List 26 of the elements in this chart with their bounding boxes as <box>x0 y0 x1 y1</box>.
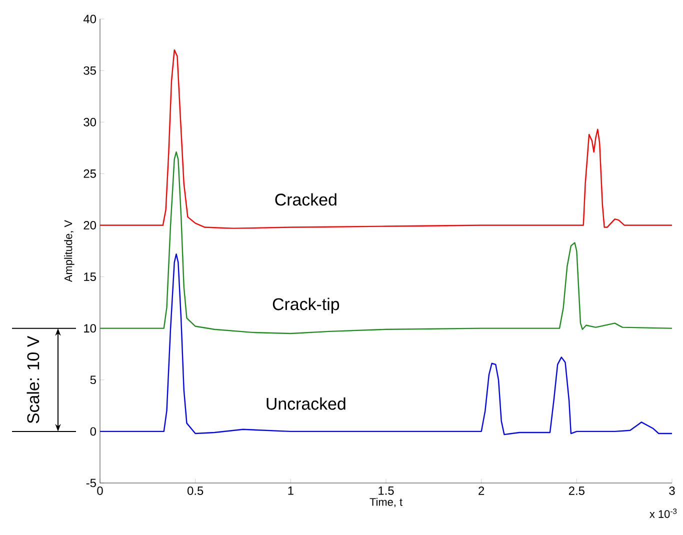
y-tick-label: 5 <box>90 376 96 384</box>
line-series <box>99 151 673 334</box>
x-tick-label: 2 <box>478 486 484 495</box>
y-tick-label: 0 <box>90 427 96 436</box>
x-tick-label: 0 <box>97 486 103 495</box>
series-label: Uncracked <box>266 397 346 410</box>
text: Scale: 10 V <box>26 336 40 424</box>
y-tick-label: 15 <box>84 272 96 281</box>
y-tick-label: 10 <box>84 324 96 333</box>
y-tick-label: 30 <box>84 118 96 126</box>
text: x 10$^{-3}$ <box>650 508 677 518</box>
y-tick-label: 20 <box>84 220 96 230</box>
y-tick-label: 40 <box>83 14 96 24</box>
y-tick-label: 35 <box>84 66 96 75</box>
y-tick-label: -5 <box>86 478 96 488</box>
x-tick-label: 1.5 <box>378 486 394 495</box>
x-tick-label: 0.5 <box>187 486 204 495</box>
y-tick-label: 25 <box>84 169 96 178</box>
y-axis-title: Amplitude, V <box>64 220 74 282</box>
x-axis-title: Time, t <box>370 498 402 508</box>
x-tick-label: 3 <box>669 486 675 495</box>
line-series <box>99 49 673 229</box>
series-label: Crack-tip <box>272 298 340 314</box>
x-tick-label: 2.5 <box>568 486 584 495</box>
x-tick-label: 1 <box>288 486 294 495</box>
series-label: Cracked <box>275 193 336 206</box>
